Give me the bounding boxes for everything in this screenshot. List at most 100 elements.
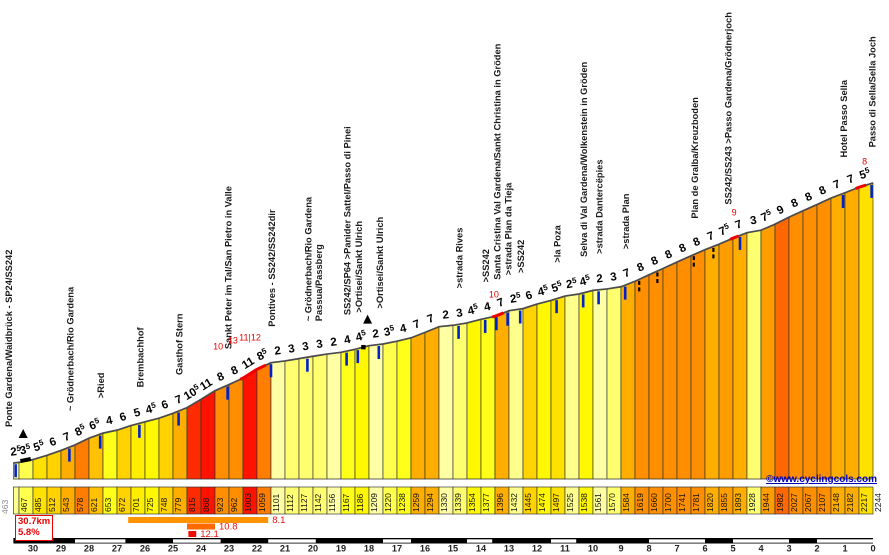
place-label: Passo di Sella/Sella Joch [868,36,878,147]
elevation-label: 578 [75,498,85,512]
gradient-bar [200,390,216,480]
km-tick-label: 6 [702,544,707,554]
elevation-label: 1584 [621,493,631,512]
place-label: Passua/Passberg [314,244,324,321]
elevation-label: 1330 [439,493,449,512]
gradient-bar [270,360,286,480]
gradient-bar [256,362,272,480]
gradient-bar [326,351,342,480]
gradient-bar [704,243,720,480]
elevation-label: 1238 [397,493,407,512]
gradient-label: 8 [817,184,828,198]
elevation-label: 1497 [551,493,561,512]
gradient-bar [606,286,622,480]
gradient-label: 35 [19,441,33,457]
elevation-label: 923 [215,498,225,512]
elevation-label: 1167 [341,493,351,512]
km-tick-label: 8 [646,544,651,554]
steep-pitch-segment [855,183,867,190]
km-tick-label: 18 [364,544,374,554]
profile-line-layer [13,182,874,464]
elevation-label: 1781 [691,493,701,512]
elevation-label: 1741 [677,493,687,512]
gradient-label: 7 [174,393,184,407]
km-tick-label: 19 [336,544,346,554]
gradient-bar [186,398,202,480]
gradient-bar [158,412,174,480]
gradient-label: 35 [383,323,397,339]
km-tick-label: 29 [56,544,66,554]
place-label: >strada Plan [621,193,631,249]
km-tick-label: 25 [168,544,178,554]
gradient-label: 45 [354,328,369,344]
gradient-label: 5 [133,407,143,420]
place-label: Santa Cristina Val Gardena/Sankt Christi… [492,43,502,279]
elevation-label: 653 [103,498,113,512]
gradient-bar [340,348,356,480]
elevation-label: 1820 [705,493,715,512]
place-label: ~ Grödnerbach/Rio Gardena [65,286,75,411]
gradient-label: 75 [759,207,775,224]
gradient-bar [858,182,874,480]
elevation-label: 1893 [733,493,743,512]
gradient-label: 6 [118,411,128,424]
steep-pitch-segment [729,234,740,241]
gradient-bar [228,377,244,480]
steep-pitch-segment [239,363,267,381]
elevation-label: 1127 [299,493,309,512]
km-tick-label: 4 [758,544,764,554]
elevation-strip-layer [13,486,874,515]
elevation-label: 1259 [411,493,421,512]
gradient-bar [592,288,608,480]
elevation-labels-layer: 467 485 512 543 578 621 653 672 701 725 748 779 815 8… [0,493,883,514]
junction-marker [361,344,366,350]
copyright-link[interactable]: ©www.cyclingcols.com [766,474,877,485]
gradient-bar [746,229,762,480]
ruler-white-segment [173,539,221,543]
place-label: Pontives - SS242/SS242dir [267,209,277,327]
gradient-label: 85 [72,422,88,440]
gradient-label: 8 [635,261,646,275]
mountain-triangle-icon [363,314,373,324]
place-label: Sankt Peter im Tal/San Pietro in Valle [224,186,234,349]
km-tick-label: 12 [532,544,542,554]
elevation-strip-cell [858,486,874,515]
elevation-label: 701 [131,498,141,512]
steep-pitch-label: 10 [213,341,223,351]
place-label: Ponte Gardena/Waidbrück - SP24/SS242 [4,250,14,427]
km-tick-label: 13 [504,544,514,554]
gradient-bar [144,417,160,480]
ruler-white-segment [383,539,411,543]
legend-layer: 8.1 10.812.1 [128,515,285,540]
profile-line [13,182,874,464]
km-tick-label: 11 [560,544,570,554]
elevation-label: 2027 [789,493,799,512]
elevation-label: 1561 [593,493,603,512]
gradient-label: 3 [287,343,295,356]
elevation-label: 2067 [803,493,813,512]
gradient-label: 8 [215,370,226,384]
elevation-label: 1156 [327,493,337,512]
gradient-bar [354,345,370,480]
gradient-label: 7 [426,312,436,326]
elevation-label: 1525 [565,493,575,512]
gradient-label: 8 [691,235,702,249]
legend-bar [128,517,269,523]
gradient-bar [284,358,300,480]
elevation-label: 543 [61,498,71,512]
elevation-label: 748 [159,498,169,512]
elevation-label: 1700 [663,493,673,512]
gradient-bar [242,368,258,480]
gradient-bar [774,216,790,480]
elevation-label: 1570 [607,493,617,512]
gradient-bar [312,353,328,480]
climb-total-distance: 30.7km [18,516,51,527]
elevation-label: 485 [33,498,43,512]
gradient-label: 3 [455,307,463,320]
ruler-white-segment [733,539,789,543]
place-label: Gasthof Stern [175,313,185,375]
elevation-label: 2217 [859,493,869,512]
elevation-label: 1101 [271,493,281,512]
gradient-label: 8 [789,197,800,211]
